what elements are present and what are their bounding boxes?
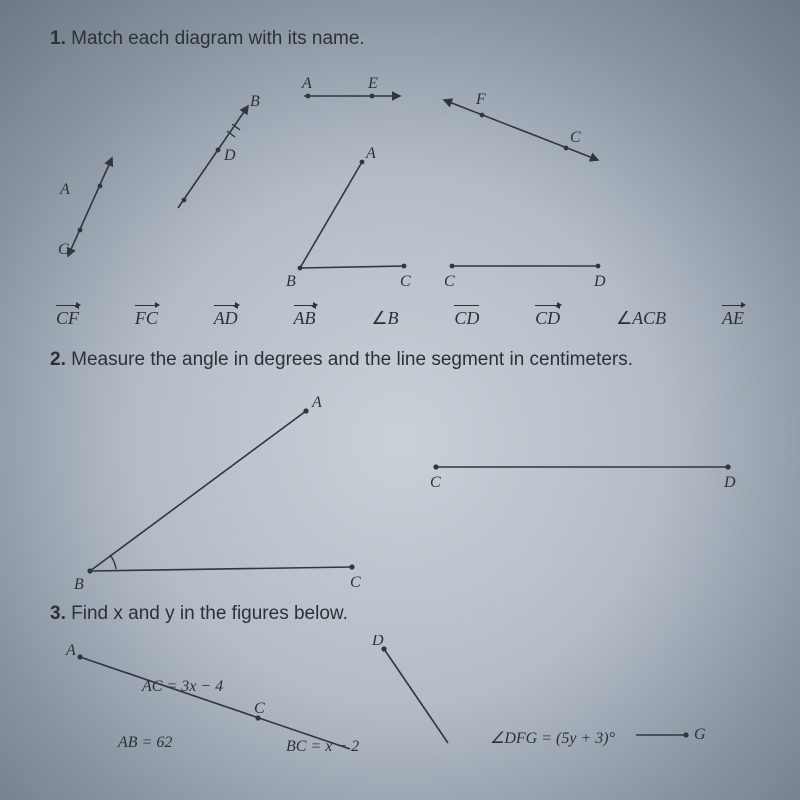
svg-text:C: C bbox=[350, 574, 361, 591]
question-3: 3. Find x and y in the figures below. bbox=[50, 603, 750, 625]
q3-number: 3. bbox=[50, 603, 66, 624]
label-d: D bbox=[371, 635, 384, 649]
q2-diagrams: A B C C D bbox=[50, 381, 750, 597]
svg-text:B: B bbox=[250, 93, 260, 110]
svg-text:C: C bbox=[430, 474, 441, 491]
svg-text:A: A bbox=[59, 181, 70, 198]
svg-text:D: D bbox=[223, 147, 236, 164]
q1-number: 1. bbox=[50, 28, 66, 49]
svg-text:A: A bbox=[365, 145, 376, 162]
q1-text: Match each diagram with its name. bbox=[71, 28, 365, 49]
opt-angle-acb: ACB bbox=[616, 304, 666, 329]
q2-number: 2. bbox=[50, 349, 66, 370]
svg-text:B: B bbox=[74, 576, 84, 593]
svg-text:A: A bbox=[301, 75, 312, 92]
label-ab: AB = 62 bbox=[117, 734, 172, 751]
question-2: 2. Measure the angle in degrees and the … bbox=[50, 349, 750, 371]
opt-angle-b: B bbox=[371, 304, 398, 329]
label-a: A bbox=[65, 642, 76, 659]
q3-text: Find x and y in the figures below. bbox=[71, 603, 348, 624]
label-ac: AC = 3x − 4 bbox=[141, 678, 223, 695]
opt-cd-line: CD bbox=[535, 304, 560, 329]
opt-cd-bar: CD bbox=[454, 304, 479, 329]
opt-ab: AB bbox=[294, 304, 316, 329]
svg-text:F: F bbox=[475, 91, 486, 108]
svg-text:B: B bbox=[286, 273, 296, 290]
label-g: G bbox=[694, 726, 706, 743]
svg-text:D: D bbox=[593, 273, 606, 290]
q3-diagrams: A C AC = 3x − 4 AB = 62 BC = x − 2 D ∠DF… bbox=[50, 635, 750, 755]
opt-fc: FC bbox=[135, 304, 158, 329]
label-c: C bbox=[254, 700, 265, 717]
opt-cf: CF bbox=[56, 304, 79, 329]
svg-text:C: C bbox=[570, 129, 581, 146]
q2-text: Measure the angle in degrees and the lin… bbox=[71, 349, 633, 370]
q1-options: CF FC AD AB B CD CD ACB AE bbox=[56, 304, 744, 329]
question-1: 1. Match each diagram with its name. bbox=[50, 28, 750, 50]
label-dfg: ∠DFG = (5y + 3)° bbox=[490, 730, 616, 747]
opt-ad: AD bbox=[214, 304, 238, 329]
svg-text:C: C bbox=[444, 273, 455, 290]
svg-text:C: C bbox=[58, 241, 69, 258]
svg-text:D: D bbox=[723, 474, 736, 491]
svg-text:A: A bbox=[311, 394, 322, 411]
label-bc: BC = x − 2 bbox=[286, 738, 359, 755]
q1-diagrams: A C B D A E A B C C D F C bbox=[50, 60, 750, 298]
svg-text:C: C bbox=[400, 273, 411, 290]
svg-text:E: E bbox=[367, 75, 378, 92]
opt-ae: AE bbox=[722, 304, 744, 329]
